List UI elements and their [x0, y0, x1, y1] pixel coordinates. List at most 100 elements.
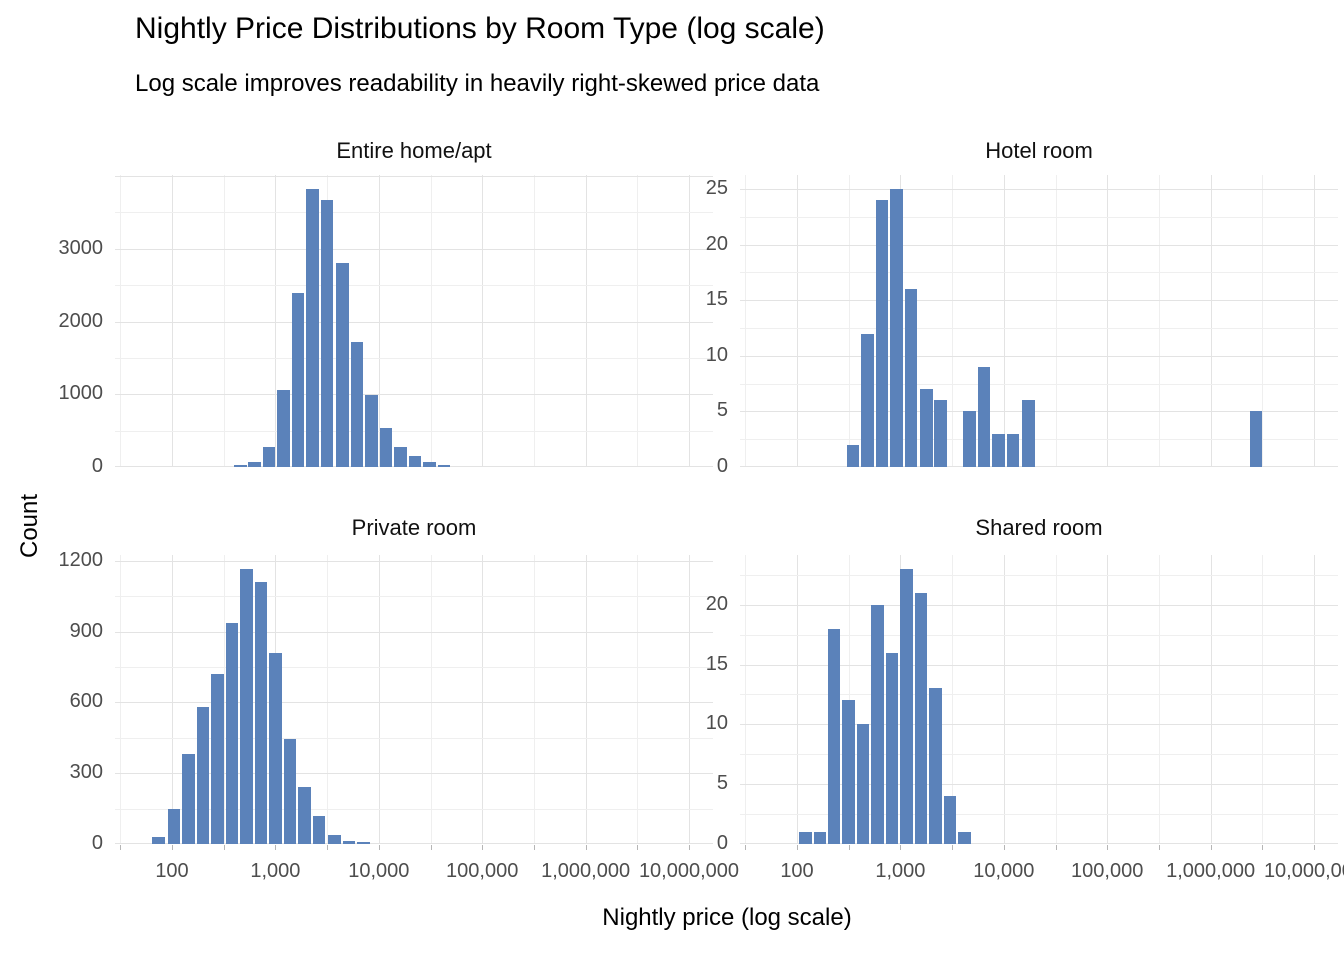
histogram-bar: [827, 628, 841, 844]
histogram-bar: [152, 836, 165, 844]
gridline-vertical: [1158, 555, 1160, 844]
histogram-bar: [283, 738, 297, 844]
x-tick-mark: [172, 845, 173, 850]
x-tick-mark: [327, 845, 329, 850]
histogram-bar: [861, 333, 874, 467]
histogram-bar: [900, 568, 913, 844]
facet-panel-hotel-room: [740, 175, 1338, 467]
x-tick-mark: [223, 845, 225, 850]
gridline-horizontal: [740, 328, 1338, 329]
histogram-bar: [929, 688, 942, 844]
y-tick-label: 1200: [58, 548, 104, 571]
gridline-horizontal: [740, 411, 1338, 413]
gridline-vertical: [637, 175, 639, 467]
gridline-vertical: [637, 555, 639, 844]
histogram-bar: [423, 461, 436, 467]
histogram-bar: [890, 188, 903, 467]
gridline-vertical: [1107, 175, 1109, 467]
gridline-vertical: [1314, 175, 1315, 467]
histogram-bar: [842, 700, 855, 844]
x-tick-label: 1,000,000: [1166, 860, 1256, 882]
histogram-bar: [306, 189, 319, 467]
histogram-bar: [298, 787, 311, 844]
x-tick-mark: [1262, 845, 1264, 850]
x-tick-mark: [797, 845, 798, 850]
facet-title-private-room: Private room: [351, 515, 477, 540]
x-tick-mark: [1107, 845, 1109, 850]
gridline-vertical: [482, 175, 484, 467]
x-tick-label: 10,000: [973, 860, 1035, 882]
x-tick-mark: [745, 845, 747, 850]
gridline-vertical: [223, 555, 225, 844]
y-tick-label: 20: [705, 232, 728, 255]
histogram-bar: [963, 411, 976, 467]
y-tick-label: 300: [69, 761, 103, 784]
facet-panel-shared-room: [740, 555, 1338, 844]
y-tick-label: 0: [91, 455, 103, 477]
gridline-horizontal: [115, 212, 713, 214]
x-tick-label: 1,000: [875, 860, 926, 882]
gridline-vertical: [327, 555, 329, 844]
gridline-vertical: [797, 175, 798, 467]
gridline-vertical: [1107, 555, 1109, 844]
facet-panel-entire-home-apt: [115, 175, 713, 467]
x-tick-mark: [120, 845, 122, 850]
histogram-bar: [211, 674, 224, 844]
gridline-horizontal: [740, 272, 1338, 274]
y-tick-label: 0: [91, 832, 103, 854]
histogram-bar: [856, 724, 870, 844]
gridline-horizontal: [740, 244, 1338, 246]
x-tick-mark: [952, 845, 954, 850]
gridline-vertical: [223, 175, 225, 467]
y-tick-label: 25: [705, 176, 728, 199]
histogram-bar: [342, 841, 355, 844]
y-tick-label: 2000: [58, 309, 104, 332]
gridline-vertical: [533, 555, 535, 844]
gridline-vertical: [585, 555, 587, 844]
gridline-vertical: [1003, 175, 1005, 467]
facet-title-entire-home-apt: Entire home/apt: [336, 138, 492, 163]
histogram-bar: [269, 652, 282, 845]
gridline-vertical: [120, 555, 122, 844]
histogram-bar: [394, 447, 407, 467]
gridline-horizontal: [115, 737, 713, 739]
histogram-bar: [1022, 400, 1035, 467]
gridline-horizontal: [740, 439, 1338, 441]
histogram-bar: [357, 842, 370, 844]
histogram-bar: [254, 581, 268, 844]
gridline-vertical: [430, 175, 432, 467]
gridline-horizontal: [740, 634, 1338, 636]
gridline-horizontal: [740, 784, 1338, 786]
gridline-horizontal: [740, 355, 1338, 357]
gridline-horizontal: [740, 604, 1338, 606]
gridline-vertical: [1003, 555, 1005, 844]
axis-baseline: [740, 843, 1338, 844]
histogram-bar: [904, 289, 917, 467]
histogram-bar: [328, 834, 341, 844]
x-tick-label: 10,000,000: [638, 860, 740, 882]
histogram-bar: [958, 832, 971, 844]
x-tick-mark: [1003, 845, 1005, 850]
histogram-bar: [167, 808, 181, 844]
x-tick-mark: [275, 845, 277, 850]
gridline-vertical: [1262, 175, 1264, 467]
gridline-vertical: [689, 555, 690, 844]
x-tick-mark: [378, 845, 380, 850]
gridline-horizontal: [115, 357, 713, 359]
x-tick-label: 10,000,000: [1263, 860, 1344, 882]
histogram-bar: [977, 366, 991, 467]
gridline-horizontal: [115, 560, 713, 562]
histogram-bar: [291, 292, 305, 467]
histogram-bar: [1249, 411, 1263, 467]
chart-subtitle: Log scale improves readability in heavil…: [135, 70, 820, 97]
gridline-vertical: [275, 175, 277, 467]
gridline-vertical: [172, 555, 173, 844]
x-tick-label: 1,000: [250, 860, 301, 882]
gridline-vertical: [1055, 175, 1057, 467]
x-axis-title: Nightly price (log scale): [602, 904, 852, 931]
histogram-bar: [813, 832, 826, 844]
histogram-bar: [234, 465, 247, 467]
gridline-vertical: [378, 175, 380, 467]
gridline-horizontal: [115, 702, 713, 704]
